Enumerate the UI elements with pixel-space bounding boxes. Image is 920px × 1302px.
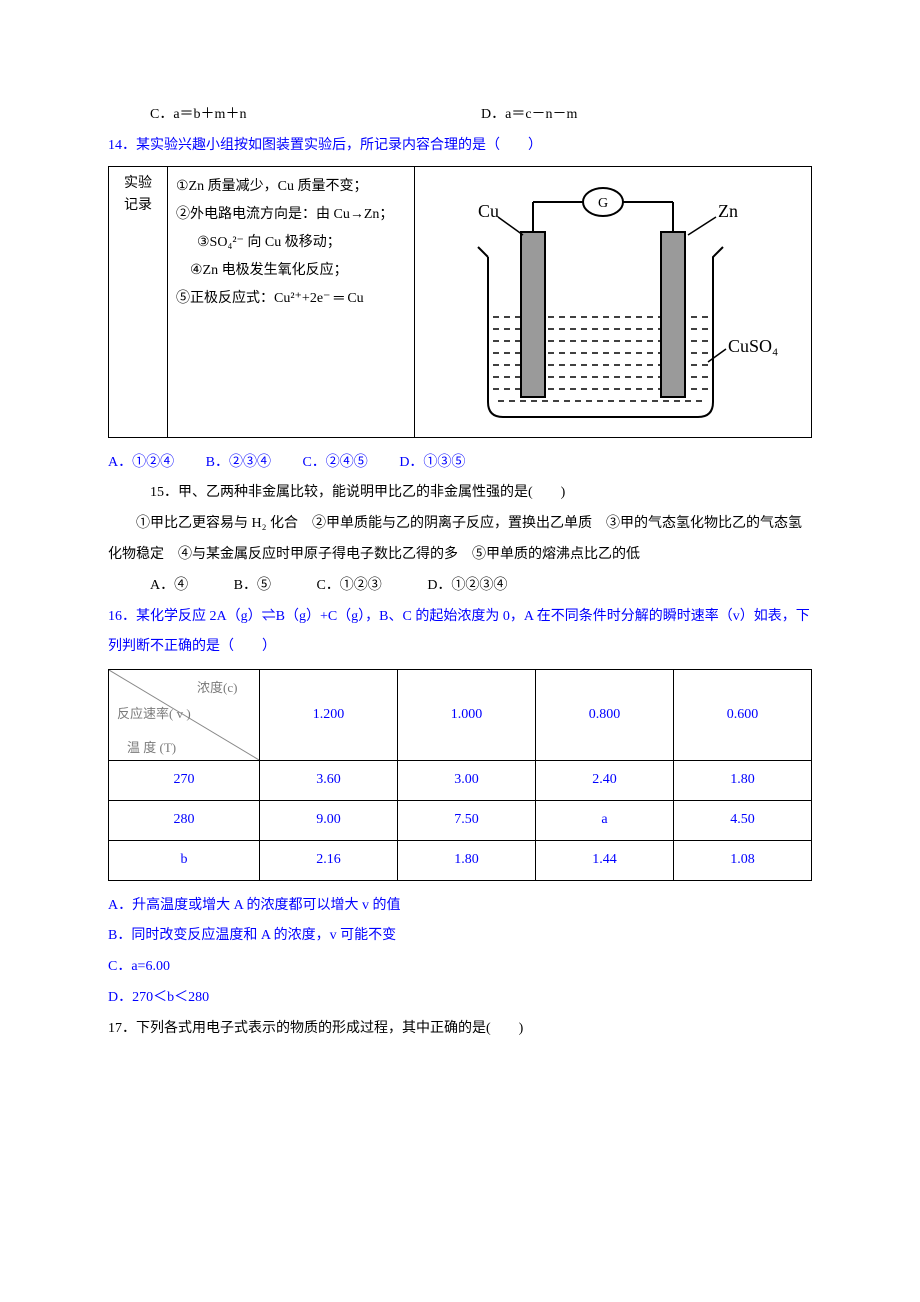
cu-label: Cu xyxy=(478,201,499,221)
col-4: 0.600 xyxy=(674,670,812,761)
cell: 3.00 xyxy=(398,761,536,801)
q14-opt-c: C．②④⑤ xyxy=(302,455,367,470)
cell: 2.40 xyxy=(536,761,674,801)
q14-options: A．①②④ B．②③④ C．②④⑤ D．①③⑤ xyxy=(108,448,812,479)
q14-opt-d: D．①③⑤ xyxy=(399,455,465,470)
q16-stem: 16．某化学反应 2A（g）⇌B（g）+C（g），B、C 的起始浓度为 0，A … xyxy=(108,602,812,664)
galvanometer-label: G xyxy=(598,196,608,211)
q14-diagram-cell: G xyxy=(415,166,812,437)
cell: 270 xyxy=(109,761,260,801)
q14-experiment-table: 实验记录 ①Zn 质量减少，Cu 质量不变； ②外电路电流方向是：由 Cu→Zn… xyxy=(108,166,812,438)
col-3: 0.800 xyxy=(536,670,674,761)
cell: 1.44 xyxy=(536,840,674,880)
cell: 280 xyxy=(109,800,260,840)
q14-line3: ③SO₄²⁻ 向 Cu 极移动； xyxy=(176,229,406,257)
hdr-conc: 浓度(c) xyxy=(197,680,237,695)
diagonal-header-icon: 浓度(c) 反应速率( v ) 温 度 (T) xyxy=(109,670,259,760)
q16-opt-d: D．270＜b＜280 xyxy=(108,983,812,1014)
q15-body: ①甲比乙更容易与 H₂ 化合 ②甲单质能与乙的阴离子反应，置换出乙单质 ③甲的气… xyxy=(108,509,812,571)
q13-options-cd: C．a＝b＋m＋n D．a＝c－n－m xyxy=(108,100,812,131)
q16-opt-c: C．a=6.00 xyxy=(108,952,812,983)
q15-stem: 15．甲、乙两种非金属比较，能说明甲比乙的非金属性强的是( ) xyxy=(108,478,812,509)
cell: 1.80 xyxy=(398,840,536,880)
table-row: 270 3.60 3.00 2.40 1.80 xyxy=(109,761,812,801)
q17-stem: 17．下列各式用电子式表示的物质的形成过程，其中正确的是( ) xyxy=(108,1014,812,1045)
galvanic-cell-diagram: G xyxy=(443,177,783,427)
q13-opt-c: C．a＝b＋m＋n xyxy=(150,100,481,131)
cell: 1.80 xyxy=(674,761,812,801)
q14-line2: ②外电路电流方向是：由 Cu→Zn； xyxy=(176,201,406,229)
q16-opt-b: B．同时改变反应温度和 A 的浓度，v 可能不变 xyxy=(108,921,812,952)
q16-data-table: 浓度(c) 反应速率( v ) 温 度 (T) 1.200 1.000 0.80… xyxy=(108,669,812,880)
hdr-temp: 温 度 (T) xyxy=(127,740,176,755)
q15-opt-d: D．①②③④ xyxy=(427,578,507,593)
col-2: 1.000 xyxy=(398,670,536,761)
cell: a xyxy=(536,800,674,840)
q15-opt-c: C．①②③ xyxy=(316,578,381,593)
q15-options: A．④ B．⑤ C．①②③ D．①②③④ xyxy=(108,571,812,602)
cell: 7.50 xyxy=(398,800,536,840)
table-row: 280 9.00 7.50 a 4.50 xyxy=(109,800,812,840)
q14-opt-a: A．①②④ xyxy=(108,455,174,470)
q16-header-cell: 浓度(c) 反应速率( v ) 温 度 (T) xyxy=(109,670,260,761)
q14-stem: 14．某实验兴趣小组按如图装置实验后，所记录内容合理的是（ ） xyxy=(108,131,812,162)
q15-opt-b: B．⑤ xyxy=(234,578,271,593)
q16-opt-a: A．升高温度或增大 A 的浓度都可以增大 v 的值 xyxy=(108,891,812,922)
cell: b xyxy=(109,840,260,880)
cell: 4.50 xyxy=(674,800,812,840)
q14-left-label: 实验记录 xyxy=(109,166,168,437)
cell: 2.16 xyxy=(260,840,398,880)
q14-opt-b: B．②③④ xyxy=(206,455,271,470)
cell: 3.60 xyxy=(260,761,398,801)
q14-line4: ④Zn 电极发生氧化反应； xyxy=(176,257,406,285)
q13-opt-d: D．a＝c－n－m xyxy=(481,100,812,131)
q14-line1: ①Zn 质量减少，Cu 质量不变； xyxy=(176,173,406,201)
zn-label: Zn xyxy=(718,201,738,221)
hdr-rate: 反应速率( v ) xyxy=(117,706,191,721)
cell: 9.00 xyxy=(260,800,398,840)
q15-opt-a: A．④ xyxy=(150,578,188,593)
col-1: 1.200 xyxy=(260,670,398,761)
cell: 1.08 xyxy=(674,840,812,880)
q14-record-cell: ①Zn 质量减少，Cu 质量不变； ②外电路电流方向是：由 Cu→Zn； ③SO… xyxy=(168,166,415,437)
q14-left-label-text: 实验记录 xyxy=(124,176,152,213)
q14-line5: ⑤正极反应式：Cu²⁺+2e⁻ ═ Cu xyxy=(176,285,406,313)
table-row: b 2.16 1.80 1.44 1.08 xyxy=(109,840,812,880)
cuso4-label: CuSO₄ xyxy=(728,336,778,356)
